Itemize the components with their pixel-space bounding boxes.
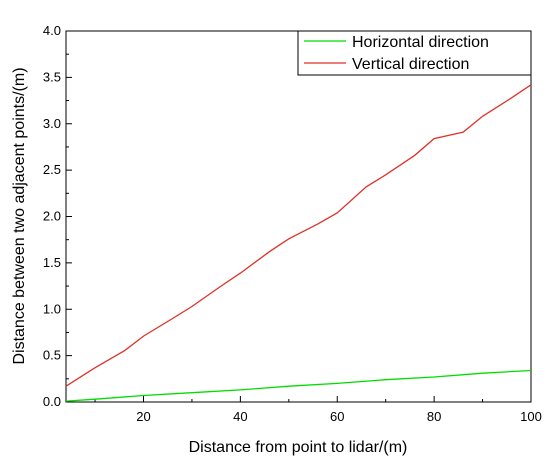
y-tick-label: 1.5 — [43, 255, 61, 270]
y-tick-label: 4.0 — [43, 23, 61, 38]
x-axis-ticks: 20 40 60 80 100 — [94, 396, 542, 424]
y-tick-label: 3.0 — [43, 116, 61, 131]
y-tick-label: 3.5 — [43, 69, 61, 84]
legend-box — [297, 30, 532, 76]
y-tick-label: 0.5 — [43, 348, 61, 363]
y-tick-label: 1.0 — [43, 301, 61, 316]
y-axis-title: Distance between two adjacent points/(m) — [11, 67, 28, 364]
y-tick-label: 2.0 — [43, 209, 61, 224]
legend-label: Horizontal direction — [352, 34, 489, 51]
series-line-horizontal — [65, 369, 532, 402]
legend: Horizontal direction Vertical direction — [297, 30, 532, 76]
x-tick-label: 20 — [136, 409, 150, 424]
y-tick-label: 0.0 — [43, 394, 61, 409]
series-line-vertical — [65, 84, 532, 387]
y-axis-ticks: 0.0 0.5 1.0 1.5 2.0 2.5 3.0 3.5 4.0 — [43, 23, 72, 409]
series-lines — [65, 84, 532, 402]
y-tick-label: 2.5 — [43, 162, 61, 177]
x-axis-title: Distance from point to lidar/(m) — [189, 439, 408, 456]
x-tick-label: 40 — [233, 409, 247, 424]
plot-frame — [65, 30, 532, 403]
x-tick-label: 80 — [427, 409, 441, 424]
x-tick-label: 60 — [330, 409, 344, 424]
legend-label: Vertical direction — [352, 56, 469, 73]
x-tick-label: 100 — [520, 409, 542, 424]
